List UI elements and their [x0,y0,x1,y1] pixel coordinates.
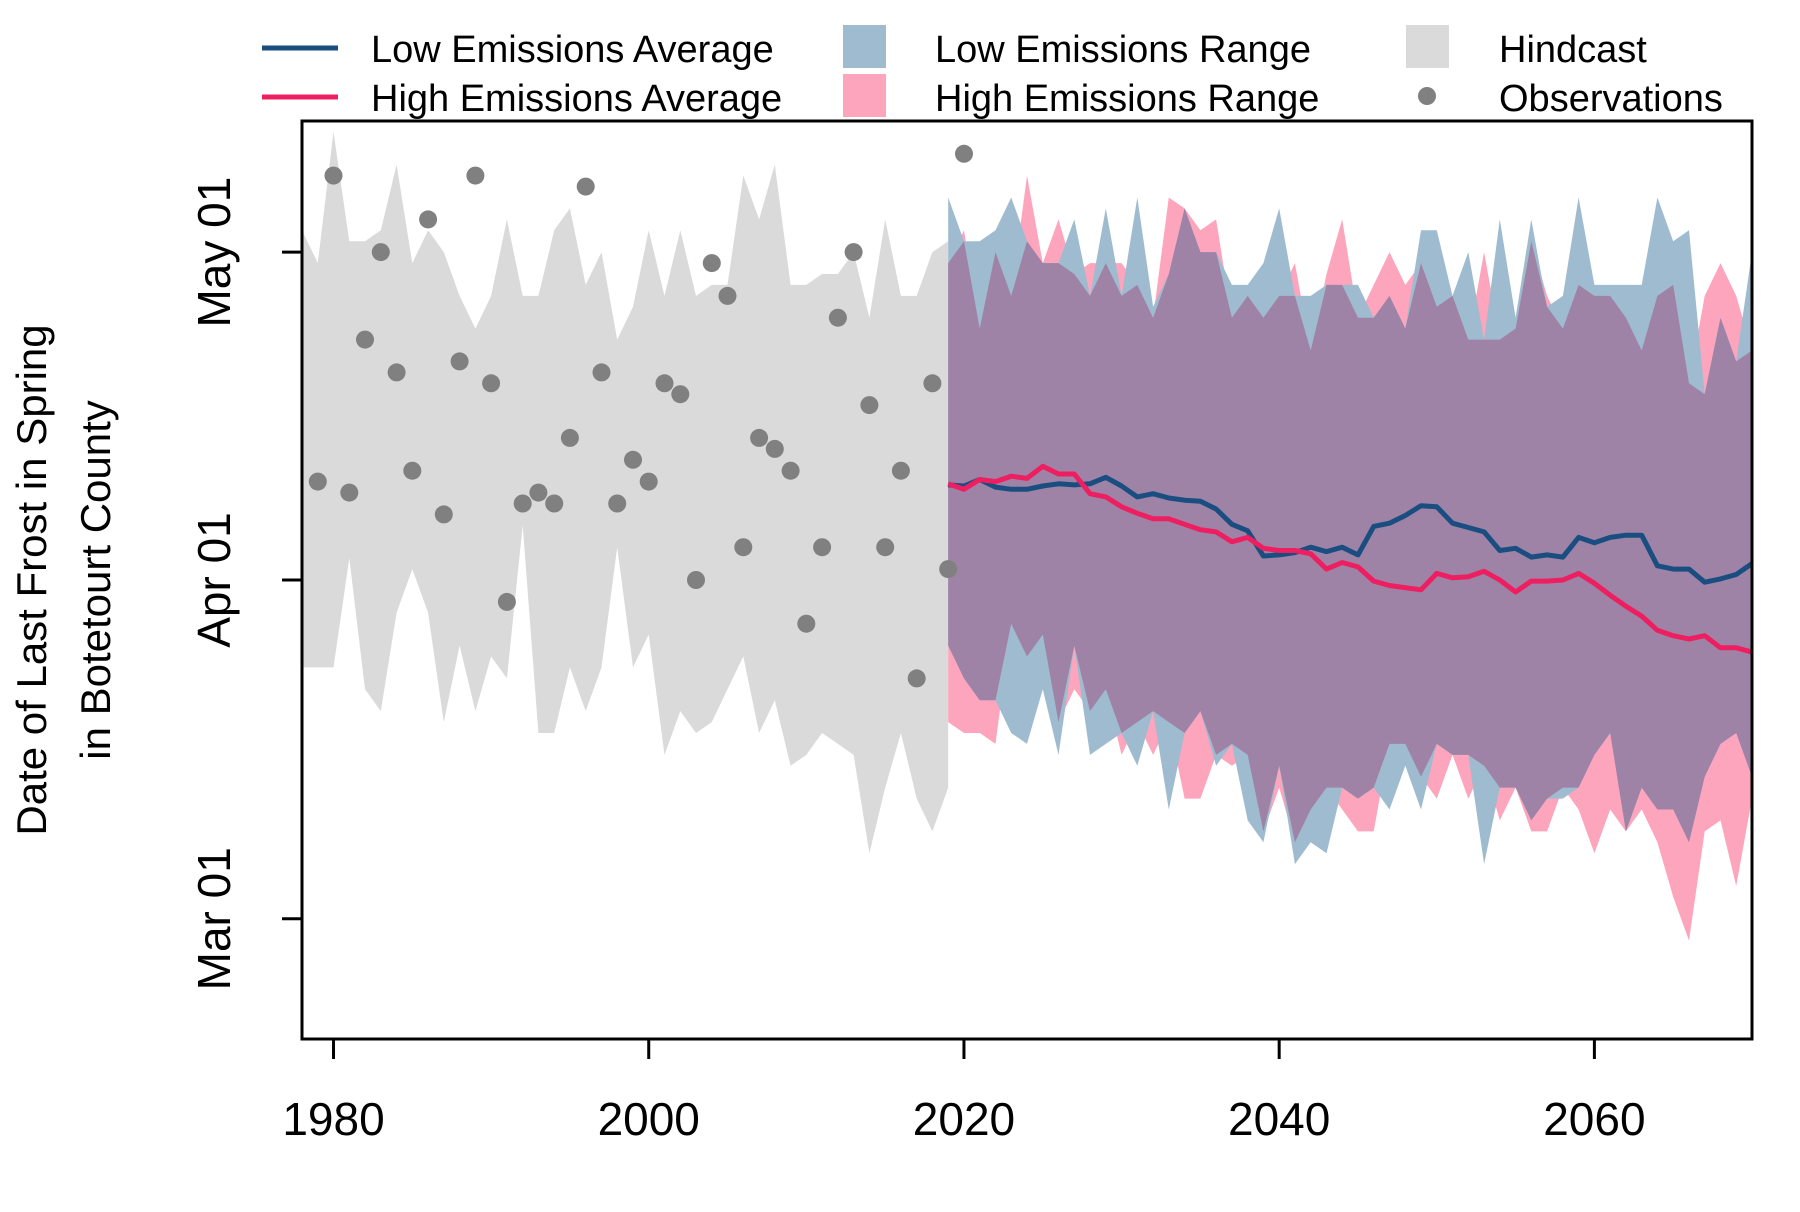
observation-point [624,450,642,469]
observation-point [356,330,374,349]
observation-point [718,286,737,305]
x-tick-label: 2020 [913,1093,1015,1145]
plot-area [302,131,1752,941]
observation-point [450,352,469,371]
high-emissions-average-line [947,463,1752,655]
observation-point [702,254,721,273]
legend-swatch-observations [1418,87,1436,105]
legend: Low Emissions Average High Emissions Ave… [262,25,1723,120]
observation-point [860,396,879,415]
observation-point [907,669,926,688]
observation-point [781,461,800,480]
observation-point [529,483,548,502]
observation-point [466,166,485,185]
observation-point [797,614,816,633]
observation-point [497,592,516,611]
observation-point [419,210,438,229]
observation-point [308,472,327,491]
observation-point [955,144,973,163]
y-axis-title-line1: Date of Last Frost in Spring [8,324,55,835]
observation-point [750,428,769,447]
observation-point [813,538,832,557]
y-axis-title-line2: in Botetourt County [72,400,119,760]
observation-point [939,560,958,579]
legend-label-low-avg: Low Emissions Average [371,29,774,71]
legend-label-observations: Observations [1499,78,1723,120]
observation-point [828,308,847,327]
legend-label-high-avg: High Emissions Average [371,78,782,120]
observation-point [434,505,453,524]
observation-point [576,177,595,196]
y-axis-title: Date of Last Frost in Spring in Botetour… [8,324,119,835]
observation-point [482,374,501,393]
observation-point [387,363,406,382]
x-tick-label: 2000 [598,1093,700,1145]
observation-point [765,439,784,458]
observation-point [324,166,343,185]
observation-point [340,483,359,502]
x-tick-label: 1980 [282,1093,384,1145]
observation-point [923,374,942,393]
y-tick-label: May 01 [188,177,240,328]
observation-point [592,363,611,382]
observation-point [687,571,705,589]
legend-swatch-low-range [843,25,886,68]
y-axis: Mar 01 Apr 01 May 01 [188,177,302,990]
y-tick-label: Apr 01 [188,512,240,648]
y-tick-label: Mar 01 [188,847,240,990]
observation-point [513,494,532,513]
observation-point [891,461,910,480]
observation-point [671,385,690,404]
x-axis: 1980 2000 2020 2040 2060 [282,1039,1646,1145]
range-overlap-band [948,208,1752,843]
observation-point [876,538,895,557]
legend-label-high-range: High Emissions Range [935,78,1319,120]
observation-point [608,494,627,513]
observation-point [734,538,753,557]
observation-point [545,494,564,513]
observation-point [403,461,422,480]
legend-swatch-hindcast [1406,25,1449,68]
legend-label-low-range: Low Emissions Range [935,29,1311,71]
observation-point [371,243,390,262]
x-tick-label: 2060 [1543,1093,1645,1145]
observation-point [655,374,674,393]
observation-point [560,428,579,447]
observation-points [308,144,973,688]
legend-swatch-high-range [843,74,886,117]
legend-label-hindcast: Hindcast [1499,29,1647,71]
hindcast-band [302,131,949,854]
x-tick-label: 2040 [1228,1093,1330,1145]
observation-point [844,243,863,262]
observation-point [639,472,658,491]
